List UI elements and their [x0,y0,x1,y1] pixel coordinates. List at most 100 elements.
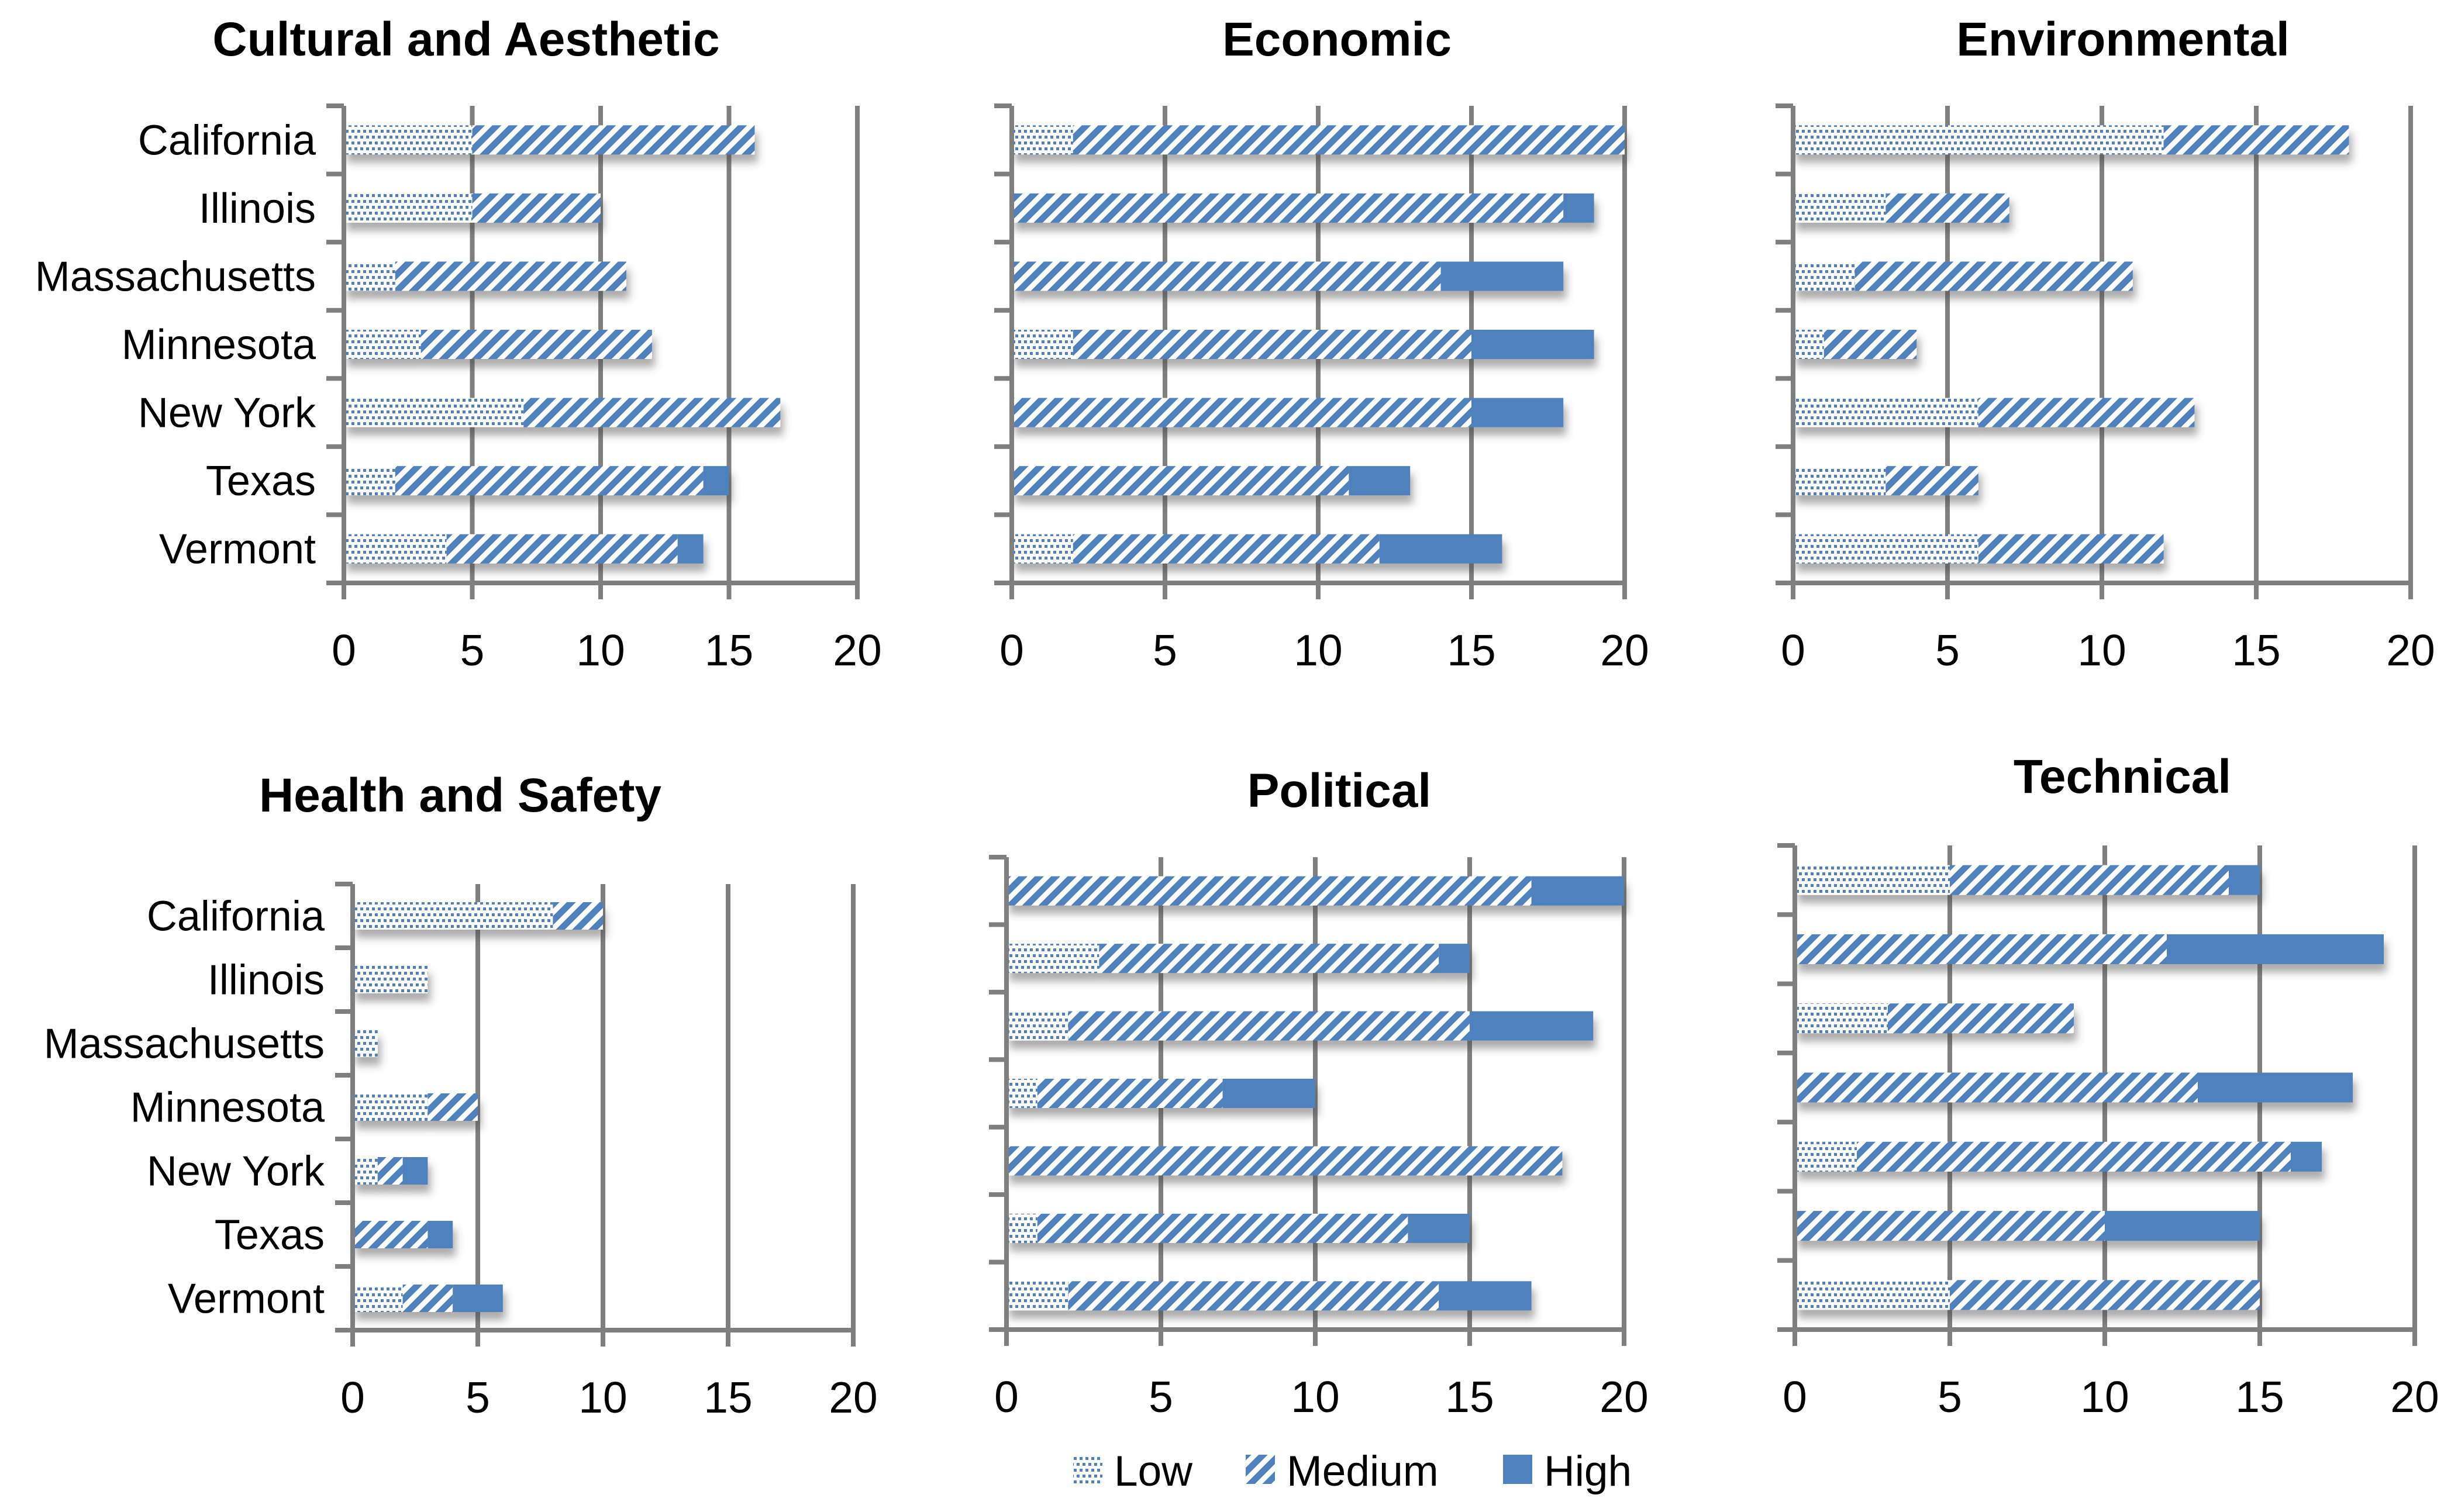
solid-blue-swatch [1503,1455,1532,1484]
bar-illinois [1793,193,2009,223]
x-tick-label: 5 [1935,626,1960,675]
x-tick-label: 20 [2386,626,2435,675]
x-tick-label: 20 [2390,1372,2439,1421]
bar-segment-high [453,1285,503,1312]
chart-title-environmental: Environmental [1956,13,2290,66]
bar-segment-medium [1888,1003,2074,1034]
bar-illinois [353,966,428,993]
bar-segment-medium [472,125,755,155]
x-tick-label: 15 [2235,1372,2284,1421]
bar-texas [1006,1213,1470,1243]
diagonal-stripes-swatch [1246,1455,1275,1484]
category-label: Vermont [159,526,316,573]
bar-segment-medium [1012,398,1471,427]
bar-segment-low [344,193,473,223]
bar-massachusetts [1795,1003,2074,1034]
bar-california [1012,125,1625,155]
bar-segment-medium [1099,944,1439,974]
bar-minnesota [1012,330,1594,359]
bar-segment-low [353,1093,428,1121]
bar-segment-medium [1950,1280,2260,1310]
bar-illinois [1795,934,2384,964]
bar-segment-low [1006,1079,1037,1108]
bar-california [353,902,603,930]
bar-segment-high [1439,944,1470,974]
x-tick-label: 15 [704,1373,752,1422]
bar-segment-high [2291,1141,2322,1172]
x-tick-label: 5 [460,626,485,675]
category-label: New York [147,1148,325,1195]
chart-title-political: Political [1247,764,1431,817]
bar-massachusetts [1006,1011,1594,1041]
bar-segment-low [353,902,553,930]
bar-segment-high [1439,1281,1532,1311]
bar-massachusetts [1012,261,1564,291]
bar-segment-high [1349,466,1411,496]
bar-segment-low [1795,1141,1857,1172]
x-tick-label: 0 [999,626,1024,675]
chart-technical: 0 5 10 15 20 [1777,843,2439,1421]
bar-segment-medium [1795,1072,2198,1103]
legend-label-medium: Medium [1287,1448,1439,1495]
bar-texas [1012,466,1411,496]
x-tick-label: 15 [1445,1372,1494,1421]
bar-segment-high [1471,398,1564,427]
category-label: California [138,117,316,164]
bar-new-york [353,1157,428,1185]
bar-segment-low [344,466,395,496]
chart-title-health-safety: Health and Safety [259,769,661,822]
x-tick-label: 0 [1781,626,1805,675]
bar-segment-low [1006,1281,1068,1311]
bar-texas [1793,466,1978,496]
x-tick-label: 20 [833,626,881,675]
x-tick-label: 0 [340,1373,365,1422]
bar-segment-medium [402,1285,453,1312]
bar-segment-medium [553,902,603,930]
category-label: Massachusetts [35,253,316,300]
bar-segment-low [344,125,473,155]
category-label: Massachusetts [44,1021,325,1068]
category-label: Vermont [168,1276,325,1323]
bar-segment-medium [1012,193,1564,223]
x-tick-label: 10 [1294,626,1342,675]
bar-segment-high [2198,1072,2353,1103]
x-tick-label: 10 [2080,1372,2129,1421]
bar-segment-high [2105,1211,2260,1241]
chart-political: 0 5 10 15 20 [989,855,1649,1421]
bar-texas [1795,1211,2260,1241]
x-tick-label: 0 [994,1372,1019,1421]
bar-segment-medium [1885,193,2009,223]
bar-segment-medium [472,193,601,223]
bar-segment-low [353,1157,378,1185]
bar-texas [353,1221,453,1248]
bar-segment-high [2229,865,2260,895]
bar-segment-high [402,1157,428,1185]
bar-segment-low [1012,330,1073,359]
bar-minnesota [344,330,652,359]
bar-segment-medium [1854,261,2133,291]
bar-vermont [344,534,704,564]
bar-new-york [1012,398,1564,427]
bar-segment-medium [1857,1141,2291,1172]
chart-title-cultural-aesthetic: Cultural and Aesthetic [212,13,719,66]
bar-segment-medium [1037,1079,1223,1108]
bar-new-york [1006,1146,1563,1176]
bar-segment-medium [1073,534,1380,564]
bar-segment-high [1470,1011,1594,1041]
bar-vermont [1793,534,2164,564]
bar-segment-medium [1823,330,1917,359]
bar-segment-medium [428,1093,478,1121]
bar-segment-low [1793,125,2164,155]
bar-vermont [1795,1280,2260,1310]
bar-segment-low [1795,1003,1888,1034]
bar-segment-medium [377,1157,403,1185]
chart-economic: 0 5 10 15 20 [994,103,1649,675]
bar-segment-low [1795,865,1950,895]
x-tick-label: 15 [2232,626,2280,675]
bar-segment-medium [523,398,781,427]
bar-segment-low [1006,944,1099,974]
bar-vermont [1012,534,1502,564]
bar-segment-medium [1795,934,2167,964]
bar-minnesota [1795,1072,2353,1103]
chart-health-safety: California Illinois Massachusetts Minnesota… [44,882,878,1422]
